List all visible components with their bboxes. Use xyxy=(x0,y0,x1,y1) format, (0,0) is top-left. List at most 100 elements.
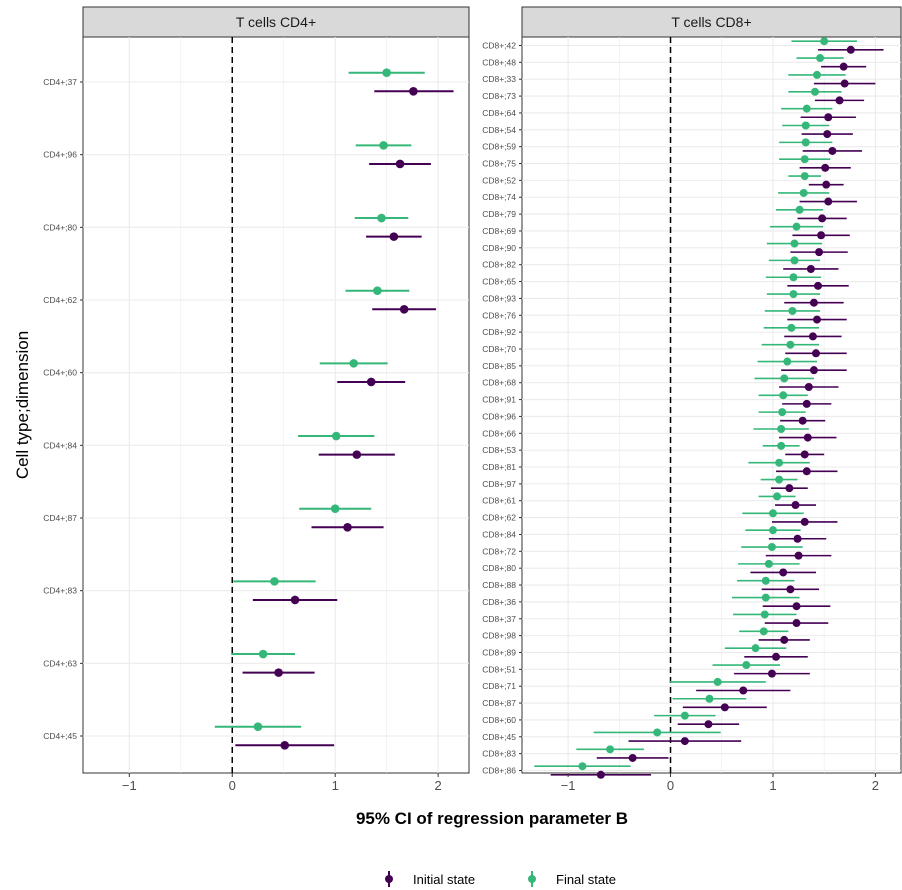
y-tick-label: CD8+;61 xyxy=(482,496,516,506)
final-point xyxy=(270,577,279,586)
y-tick-label: CD8+;81 xyxy=(482,462,516,472)
y-tick-label: CD4+;83 xyxy=(43,586,77,596)
final-point xyxy=(713,677,722,686)
y-tick-label: CD4+;45 xyxy=(43,731,77,741)
initial-point xyxy=(818,214,827,223)
final-point xyxy=(801,121,810,130)
final-point xyxy=(377,213,386,223)
initial-point xyxy=(840,79,849,88)
initial-point xyxy=(800,517,809,526)
final-point xyxy=(801,138,810,147)
final-point xyxy=(790,256,799,265)
legend-key-final-dot xyxy=(528,875,536,883)
final-point xyxy=(813,70,822,79)
x-tick-label: 2 xyxy=(435,778,442,793)
y-tick-label: CD8+;53 xyxy=(482,445,516,455)
initial-point xyxy=(409,87,418,96)
y-tick-label: CD8+;71 xyxy=(482,681,516,691)
initial-point xyxy=(290,595,300,605)
y-tick-label: CD8+;80 xyxy=(482,563,516,573)
initial-point xyxy=(817,231,826,240)
legend: Initial state Final state xyxy=(385,871,616,887)
x-tick-label: 1 xyxy=(332,778,339,793)
final-point xyxy=(790,239,799,248)
final-point xyxy=(680,711,689,720)
initial-point xyxy=(779,568,788,577)
initial-point xyxy=(704,720,713,729)
estimates-cd4 xyxy=(214,68,454,750)
final-point xyxy=(767,543,776,552)
initial-point xyxy=(793,534,802,543)
y-tick-label: CD8+;60 xyxy=(482,715,516,725)
y-tick-label: CD8+;33 xyxy=(482,74,516,84)
strip-background-cd4 xyxy=(82,6,470,38)
final-point xyxy=(759,627,768,636)
initial-point xyxy=(628,753,637,762)
strip-title-cd4: T cells CD4+ xyxy=(236,14,316,30)
final-point xyxy=(349,359,359,368)
final-point xyxy=(775,458,784,467)
initial-point xyxy=(824,197,833,206)
initial-point xyxy=(802,467,811,476)
x-tick-label: −1 xyxy=(122,778,137,793)
initial-point xyxy=(399,305,409,314)
final-point xyxy=(777,441,786,450)
y-tick-label: CD8+;86 xyxy=(482,766,516,776)
y-tick-label: CD8+;54 xyxy=(482,125,516,135)
final-point xyxy=(786,340,795,349)
initial-point xyxy=(720,703,729,712)
y-tick-label: CD4+;84 xyxy=(43,440,77,450)
y-tick-label: CD4+;60 xyxy=(43,368,77,378)
y-tick-label: CD8+;88 xyxy=(482,580,516,590)
final-point xyxy=(331,431,341,441)
initial-point xyxy=(366,377,376,387)
initial-point xyxy=(822,180,831,189)
y-tick-label: CD4+;87 xyxy=(43,513,77,523)
strip-background-cd8 xyxy=(521,6,902,38)
initial-point xyxy=(786,585,795,594)
y-tick-label: CD8+;64 xyxy=(482,108,516,118)
initial-point xyxy=(792,619,801,628)
y-tick-label: CD8+;59 xyxy=(482,142,516,152)
final-point xyxy=(253,722,263,731)
final-point xyxy=(761,593,770,602)
y-tick-label: CD8+;70 xyxy=(482,344,516,354)
x-tick-labels-cd8: −1 0 1 2 xyxy=(561,773,879,793)
y-tick-labels-cd4: CD4+;37 CD4+;96 CD4+;80 CD4+;62 CD4+;60 CD4+;… xyxy=(43,77,83,741)
initial-point xyxy=(274,668,283,677)
final-point xyxy=(810,87,819,96)
gridlines-cd8 xyxy=(522,37,901,773)
final-point xyxy=(800,172,809,181)
y-tick-label: CD8+;51 xyxy=(482,664,516,674)
initial-point xyxy=(772,652,781,661)
y-tick-label: CD8+;65 xyxy=(482,277,516,287)
y-tick-label: CD8+;72 xyxy=(482,546,516,556)
final-point xyxy=(787,323,796,332)
initial-point xyxy=(806,264,815,273)
y-tick-label: CD8+;76 xyxy=(482,310,516,320)
final-point xyxy=(330,504,340,513)
y-tick-label: CD8+;84 xyxy=(482,529,516,539)
initial-point xyxy=(815,248,824,257)
y-tick-label: CD8+;90 xyxy=(482,243,516,253)
final-point xyxy=(799,188,808,197)
final-point xyxy=(802,104,811,113)
final-point xyxy=(788,306,797,315)
final-point xyxy=(382,68,391,77)
y-tick-label: CD8+;37 xyxy=(482,614,516,624)
panel-cd8: T cells CD8+ CD8+;42 CD8+;48 CD8+;33 CD8+;7… xyxy=(482,6,902,793)
y-tick-label: CD8+;74 xyxy=(482,192,516,202)
legend-label-final: Final state xyxy=(556,872,616,887)
initial-point xyxy=(808,332,817,341)
final-point xyxy=(816,54,825,63)
initial-point xyxy=(809,298,818,307)
final-point xyxy=(773,492,782,501)
x-tick-label: −1 xyxy=(561,778,576,793)
initial-point xyxy=(343,523,352,532)
final-point xyxy=(789,290,798,299)
x-tick-label: 1 xyxy=(769,778,776,793)
initial-point xyxy=(780,635,789,644)
final-point xyxy=(777,424,786,433)
initial-point xyxy=(828,146,837,155)
